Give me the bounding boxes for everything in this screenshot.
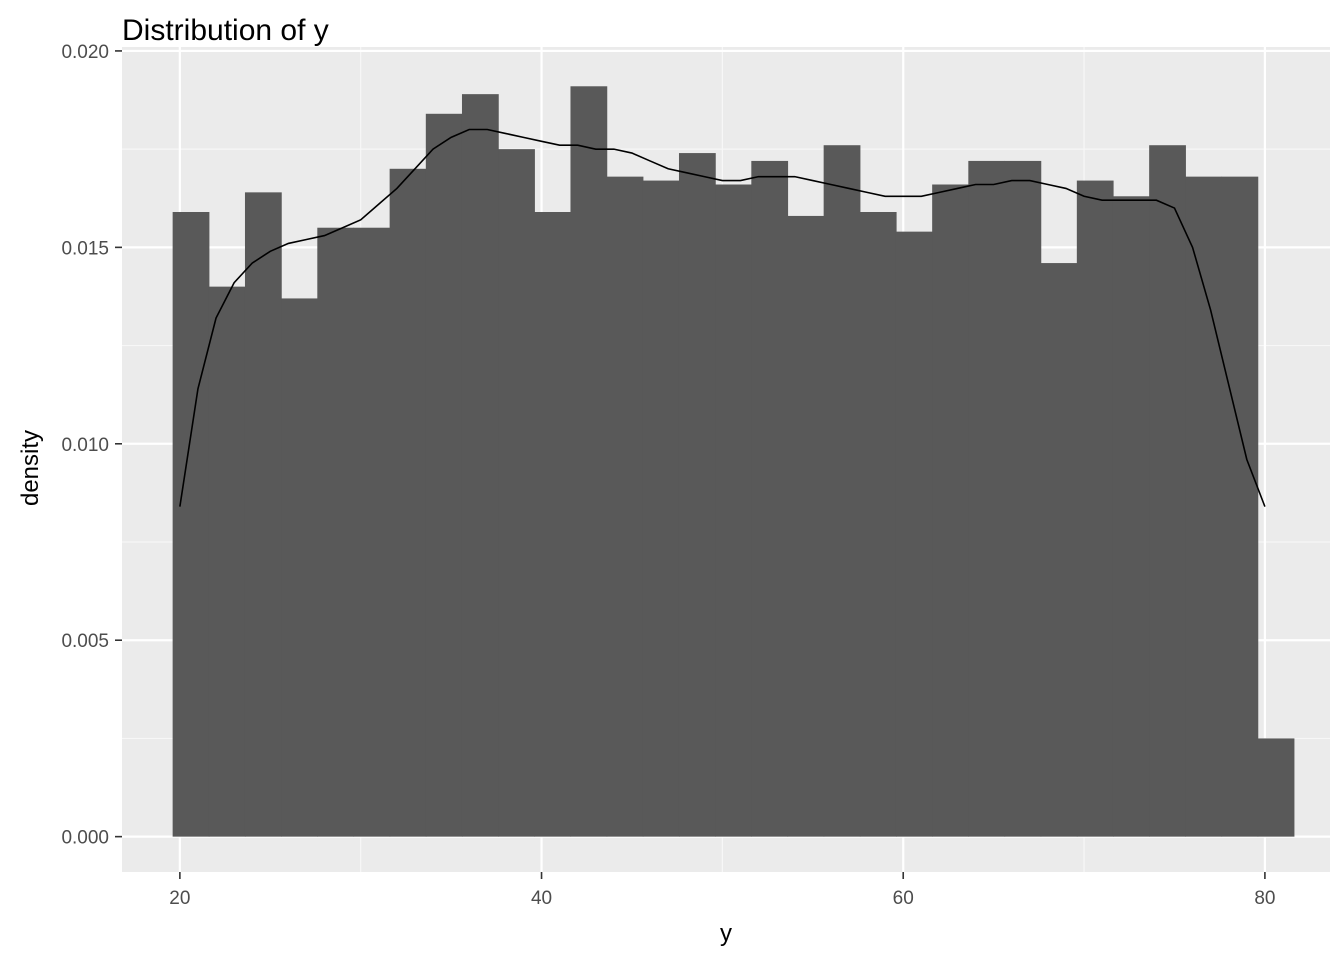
histogram-bar	[244, 192, 282, 837]
histogram-bar	[932, 184, 969, 837]
density-curve	[179, 128, 1266, 507]
histogram-bar	[1149, 145, 1186, 837]
y-tick-label: 0.015	[61, 238, 109, 259]
y-tick-label: 0.005	[61, 631, 109, 652]
histogram-bar	[317, 227, 355, 837]
histogram-bar	[642, 180, 680, 837]
y-axis-title: density	[17, 430, 44, 506]
histogram-bar	[606, 176, 644, 837]
histogram-bar	[208, 286, 246, 837]
histogram-bar	[172, 212, 210, 837]
x-axis-tick-labels: 20 40 60 80	[169, 888, 1275, 909]
histogram-bar	[787, 215, 825, 837]
y-tick-label: 0.000	[61, 828, 109, 849]
chart-title: Distribution of y	[122, 14, 329, 47]
histogram-bar	[534, 212, 572, 837]
x-tick-label: 60	[893, 888, 914, 909]
histogram-bar	[859, 212, 897, 837]
x-tick-label: 20	[169, 888, 190, 909]
histogram-bar	[498, 149, 535, 837]
histogram-bar	[678, 153, 716, 837]
y-axis-tick-labels: 0.000 0.005 0.010 0.015 0.020	[61, 42, 109, 849]
axis-ticks	[115, 50, 1266, 879]
histogram-bar	[1221, 176, 1259, 837]
histogram-bar	[461, 94, 499, 837]
histogram-bar	[1040, 263, 1078, 837]
histogram-bar	[1257, 738, 1295, 837]
histogram-bar	[715, 184, 752, 837]
y-tick-label: 0.020	[61, 42, 109, 63]
x-tick-label: 80	[1254, 888, 1275, 909]
histogram-bar	[353, 227, 391, 837]
histogram-bar	[751, 160, 789, 837]
histogram-bars	[172, 86, 1295, 837]
x-tick-label: 40	[531, 888, 552, 909]
histogram-bar	[968, 160, 1006, 837]
x-axis-title: y	[720, 920, 732, 947]
histogram-bar	[570, 86, 608, 837]
histogram-bar	[823, 145, 861, 837]
histogram-bar	[1076, 180, 1114, 837]
histogram-bar	[425, 113, 463, 837]
histogram-bar	[281, 298, 318, 837]
y-tick-label: 0.010	[61, 435, 109, 456]
histogram-bar	[1185, 176, 1223, 837]
histogram-bar	[389, 168, 427, 837]
histogram-bar	[1112, 196, 1150, 837]
histogram-bar	[1004, 160, 1042, 837]
histogram-bar	[895, 231, 933, 837]
